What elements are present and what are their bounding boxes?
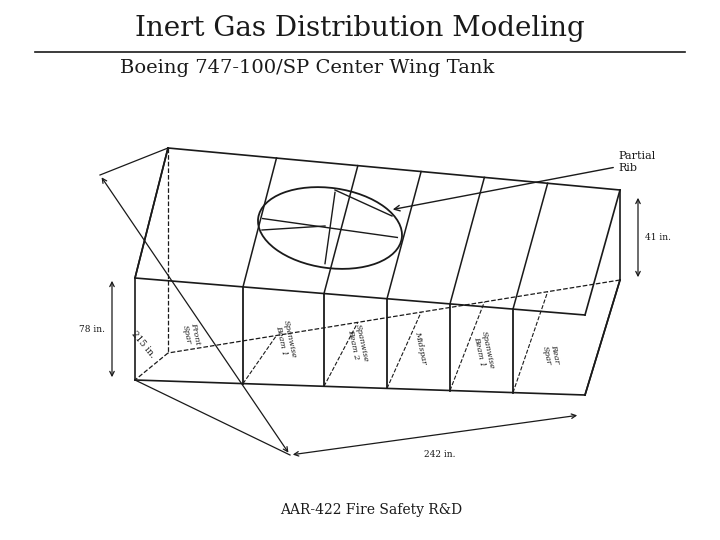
Text: Spanwise
Beam 1: Spanwise Beam 1 bbox=[273, 319, 298, 360]
Text: Front
Spar: Front Spar bbox=[180, 321, 202, 347]
Text: AAR-422 Fire Safety R&D: AAR-422 Fire Safety R&D bbox=[280, 503, 462, 517]
Text: Midspar: Midspar bbox=[413, 330, 428, 364]
Text: Partial
Rib: Partial Rib bbox=[618, 151, 655, 173]
Text: 41 in.: 41 in. bbox=[645, 233, 671, 241]
Text: Spanwise
Beam 1: Spanwise Beam 1 bbox=[471, 330, 496, 372]
Text: Rear
Spar: Rear Spar bbox=[541, 343, 562, 366]
Text: Inert Gas Distribution Modeling: Inert Gas Distribution Modeling bbox=[135, 15, 585, 42]
Text: 78 in.: 78 in. bbox=[79, 325, 105, 334]
Text: 215 in.: 215 in. bbox=[130, 330, 157, 360]
Text: Boeing 747-100/SP Center Wing Tank: Boeing 747-100/SP Center Wing Tank bbox=[120, 59, 495, 77]
Text: Spanwise
Beam 2: Spanwise Beam 2 bbox=[345, 323, 370, 364]
Text: 242 in.: 242 in. bbox=[424, 450, 456, 459]
